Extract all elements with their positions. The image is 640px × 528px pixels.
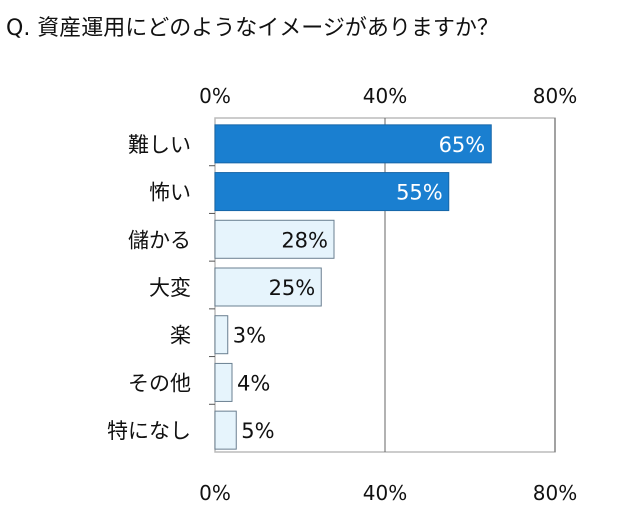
data-label: 25% — [269, 276, 316, 300]
category-label: 楽 — [170, 324, 191, 348]
bar — [214, 315, 229, 355]
category-label: 難しい — [128, 133, 191, 157]
category-label: 儲かる — [128, 228, 191, 252]
bar — [214, 124, 492, 164]
x-tick-label-top: 40% — [363, 84, 407, 108]
data-label: 4% — [237, 371, 270, 395]
x-tick-label-top: 80% — [533, 84, 577, 108]
chart-title: Q. 資産運用にどのようなイメージがありますか？ — [6, 16, 499, 41]
category-label: 特になし — [107, 419, 191, 443]
x-tick-label-bottom: 0% — [199, 481, 231, 505]
data-label: 28% — [281, 228, 328, 252]
data-label: 3% — [233, 324, 266, 348]
category-label: その他 — [128, 371, 191, 395]
data-label: 55% — [396, 181, 443, 205]
data-label: 65% — [439, 133, 486, 157]
category-label: 怖い — [149, 181, 191, 205]
bar — [214, 172, 450, 212]
bar — [214, 362, 233, 402]
x-tick-label-top: 0% — [199, 84, 231, 108]
category-label: 大変 — [149, 276, 191, 300]
data-label: 5% — [241, 419, 274, 443]
bar — [214, 267, 322, 307]
x-tick-label-bottom: 40% — [363, 481, 407, 505]
x-tick-label-bottom: 80% — [533, 481, 577, 505]
bar — [214, 219, 335, 259]
bar — [214, 410, 237, 450]
